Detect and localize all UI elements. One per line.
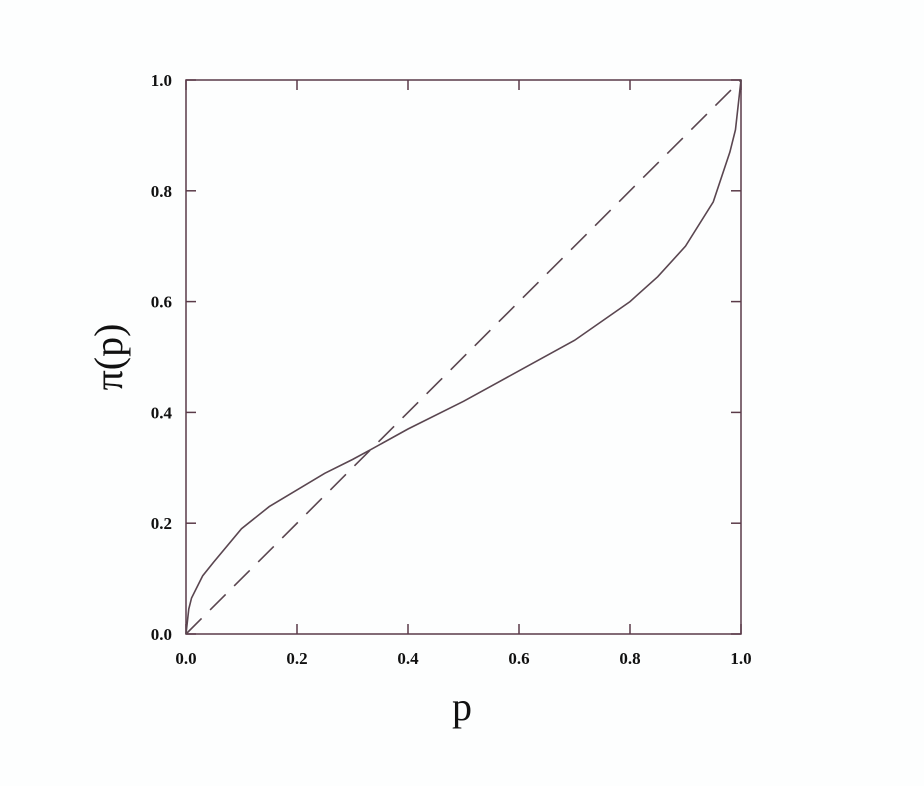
x-axis-label: p [452, 684, 472, 729]
x-tick-label: 0.0 [175, 649, 196, 668]
y-axis-label: π(p) [86, 324, 131, 391]
y-tick-label: 0.8 [151, 182, 172, 201]
y-tick-label: 0.0 [151, 625, 172, 644]
y-tick-label: 0.6 [151, 293, 172, 312]
y-tick-label: 0.4 [151, 403, 173, 422]
weighting-curve [185, 79, 742, 635]
diagonal-dashed-line [185, 79, 742, 635]
y-tick-label: 0.2 [151, 514, 172, 533]
x-tick-label: 0.2 [286, 649, 307, 668]
y-tick-label: 1.0 [151, 71, 172, 90]
x-tick-label: 0.4 [397, 649, 419, 668]
x-tick-label: 0.6 [508, 649, 529, 668]
x-tick-label: 1.0 [730, 649, 751, 668]
plot-frame [185, 79, 742, 635]
x-tick-label: 0.8 [619, 649, 640, 668]
